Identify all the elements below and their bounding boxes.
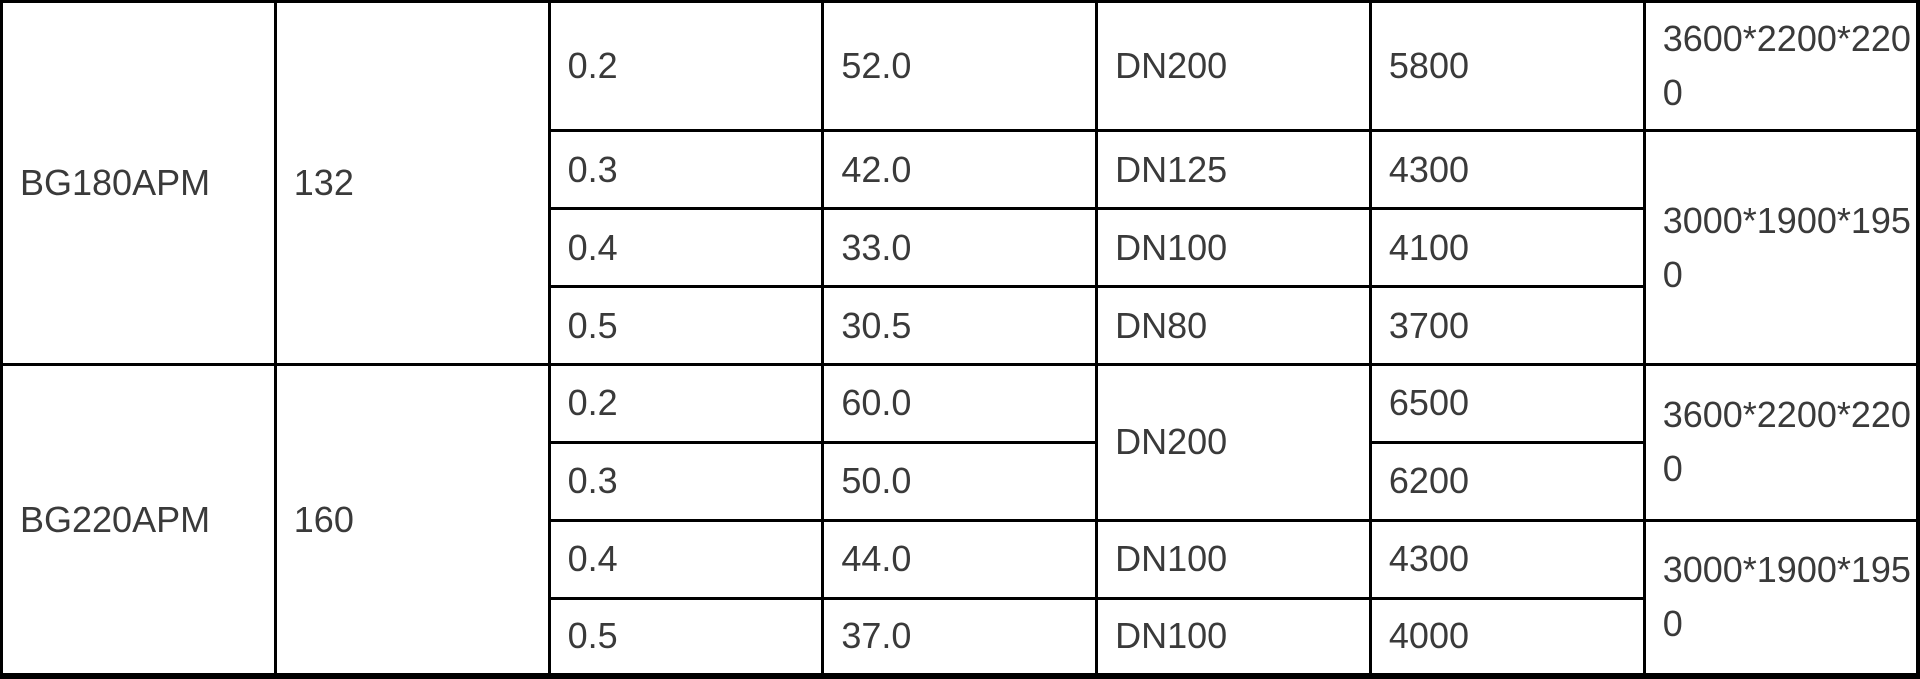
dimensions-cell: 3600*2200*2200 [1642, 363, 1920, 522]
dimensions-cell: 3600*2200*2200 [1642, 0, 1920, 133]
outlet-cell: DN100 [1095, 207, 1372, 289]
outlet-cell: DN200 [1095, 363, 1372, 522]
pressure-cell: 0.5 [547, 285, 825, 367]
power-cell: 160 [273, 363, 551, 678]
model-cell: BG180APM [0, 0, 277, 367]
table-row: 0.5 37.0 DN100 4000 [2, 596, 1919, 678]
table-row: 0.5 30.5 DN80 3700 [2, 285, 1919, 367]
outlet-cell: DN80 [1095, 285, 1372, 367]
capacity-cell: 60.0 [821, 363, 1099, 444]
capacity-cell: 30.5 [821, 285, 1099, 367]
capacity-cell: 42.0 [821, 129, 1099, 211]
outlet-cell: DN125 [1095, 129, 1372, 211]
weight-cell: 4300 [1368, 518, 1646, 600]
table-row: 0.3 50.0 6200 [2, 440, 1919, 522]
pressure-cell: 0.2 [547, 363, 825, 444]
weight-cell: 4300 [1368, 129, 1646, 211]
weight-cell: 4100 [1368, 207, 1646, 289]
pressure-cell: 0.4 [547, 518, 825, 600]
pressure-cell: 0.2 [547, 0, 825, 133]
capacity-cell: 37.0 [821, 596, 1099, 678]
table-row: 0.3 42.0 DN125 4300 3000*1900*1950 [2, 129, 1920, 367]
outlet-cell: DN100 [1095, 518, 1372, 600]
table-row: 0.4 33.0 DN100 4100 [2, 207, 1919, 289]
model-cell: BG220APM [0, 363, 277, 678]
capacity-cell: 33.0 [821, 207, 1099, 289]
capacity-cell: 44.0 [821, 518, 1099, 600]
table-row: BG180APM 132 0.2 52.0 DN200 5800 3600*22… [0, 0, 1920, 367]
dimensions-cell: 3000*1900*1950 [1642, 129, 1920, 367]
capacity-cell: 52.0 [821, 0, 1099, 133]
power-cell: 132 [273, 0, 551, 367]
dimensions-cell: 3000*1900*1950 [1642, 518, 1920, 678]
capacity-cell: 50.0 [821, 440, 1099, 522]
weight-cell: 6200 [1368, 440, 1646, 522]
pressure-cell: 0.5 [547, 596, 825, 678]
pressure-cell: 0.4 [547, 207, 825, 289]
weight-cell: 6500 [1368, 363, 1646, 444]
outlet-cell: DN100 [1095, 596, 1372, 678]
table-row: 0.4 44.0 DN100 4300 3000*1900*1950 [2, 518, 1920, 678]
table-row: BG220APM 160 0.2 60.0 DN200 6500 3600*22… [0, 363, 1920, 678]
weight-cell: 4000 [1368, 596, 1646, 678]
outlet-cell: DN200 [1095, 0, 1372, 133]
weight-cell: 3700 [1368, 285, 1646, 367]
pressure-cell: 0.3 [547, 129, 825, 211]
pressure-cell: 0.3 [547, 440, 825, 522]
weight-cell: 5800 [1368, 0, 1646, 133]
